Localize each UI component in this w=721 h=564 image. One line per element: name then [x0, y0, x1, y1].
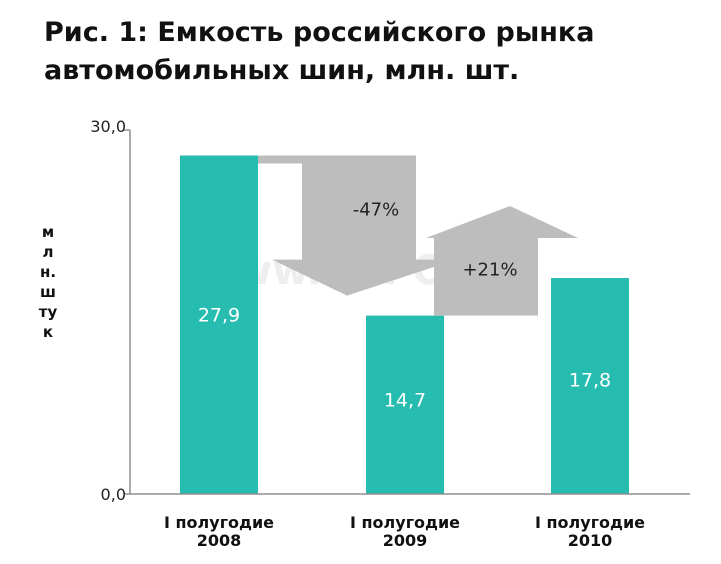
bar-1 [366, 315, 444, 494]
annotation-decrease: -47% [353, 199, 400, 220]
bar-2 [551, 278, 629, 494]
y-axis-label: млн.штук [38, 223, 58, 341]
bar-0 [180, 155, 258, 495]
value-label-0: 27,9 [198, 305, 240, 327]
annotation-increase: +21% [462, 260, 517, 281]
x-tick-label-0-line-0: I полугодие [164, 513, 274, 532]
x-tick-label-2-line-0: I полугодие [535, 513, 645, 532]
x-tick-label-2-line-1: 2010 [568, 531, 613, 550]
value-label-1: 14,7 [384, 389, 426, 411]
x-tick-label-1-line-0: I полугодие [350, 513, 460, 532]
down-arrow [258, 155, 456, 296]
up-arrow [426, 206, 578, 316]
x-tick-label-0-line-1: 2008 [197, 531, 242, 550]
chart-title: Рис. 1: Емкость российского рынка автомо… [44, 14, 594, 90]
value-label-2: 17,8 [569, 370, 611, 392]
chart-title-line-2: автомобильных шин, млн. шт. [44, 55, 520, 86]
y-tick-label-top: 30,0 [90, 117, 126, 136]
y-tick-label-bottom: 0,0 [101, 485, 126, 504]
chart-title-line-1: Рис. 1: Емкость российского рынка [44, 17, 595, 48]
x-tick-label-1-line-1: 2009 [383, 531, 428, 550]
